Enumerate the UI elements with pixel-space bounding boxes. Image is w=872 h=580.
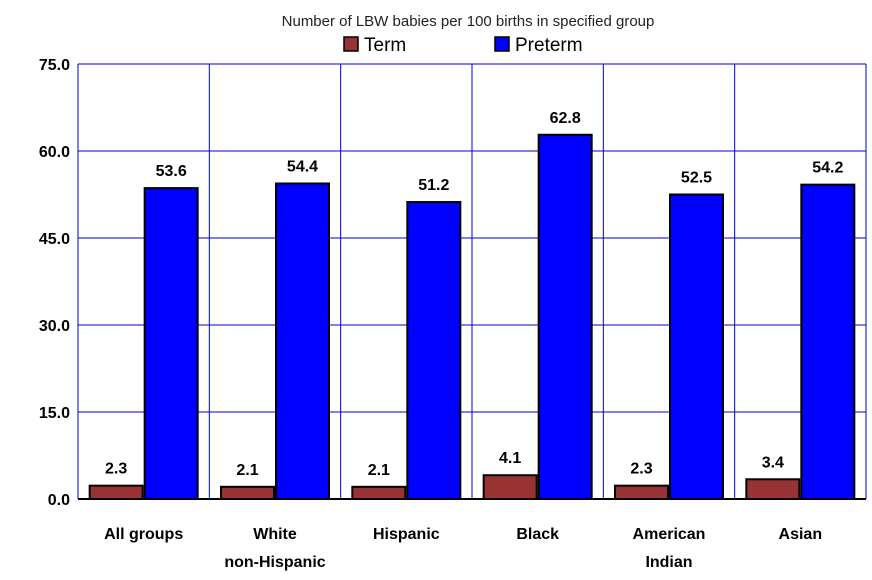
data-label-term-0: 2.3 <box>105 461 127 478</box>
data-label-term-4: 2.3 <box>630 461 652 478</box>
x-tick-label-line: American <box>633 526 706 543</box>
bar-preterm-1 <box>275 182 330 500</box>
legend: Term Preterm <box>343 35 583 56</box>
bar-preterm-2 <box>406 201 462 500</box>
bar-term-5 <box>745 478 801 500</box>
bar-term-2 <box>351 485 407 501</box>
gridlines <box>77 63 867 500</box>
x-tick-label-line: All groups <box>104 526 183 543</box>
x-tick-label-3: Black <box>516 526 559 543</box>
bar-preterm-3 <box>537 133 593 500</box>
x-tick-label-2: Hispanic <box>373 526 440 543</box>
legend-label-term: Term <box>364 35 406 56</box>
data-label-term-2: 2.1 <box>368 462 390 479</box>
x-tick-label-line: Black <box>516 526 559 543</box>
data-label-term-3: 4.1 <box>499 450 521 467</box>
x-tick-label-line: Indian <box>645 554 692 571</box>
y-tick-label-0: 0.0 <box>48 492 70 509</box>
y-tick-label-2: 30.0 <box>39 318 70 335</box>
data-label-preterm-5: 54.2 <box>812 160 843 177</box>
x-tick-label-line: Asian <box>779 526 823 543</box>
y-axis: 0.0 15.0 30.0 45.0 60.0 75.0 <box>39 57 70 509</box>
data-labels: 2.3 2.1 2.1 4.1 2.3 3.4 53.6 54.4 51.2 62.8 52.5 54… <box>105 110 843 479</box>
bars <box>88 133 856 501</box>
legend-label-preterm: Preterm <box>515 35 583 56</box>
bar-term-0 <box>88 484 144 501</box>
data-label-preterm-3: 62.8 <box>550 110 581 127</box>
x-tick-label-line: Hispanic <box>373 526 440 543</box>
bar-term-4 <box>614 484 669 501</box>
data-label-preterm-2: 51.2 <box>418 177 449 194</box>
y-tick-label-5: 75.0 <box>39 57 70 74</box>
x-tick-label-line: White <box>253 526 297 543</box>
y-tick-label-3: 45.0 <box>39 231 70 248</box>
legend-swatch-preterm <box>494 36 510 52</box>
bar-term-1 <box>220 485 275 501</box>
x-tick-label-line: non-Hispanic <box>224 554 325 571</box>
bar-preterm-5 <box>800 183 856 500</box>
legend-swatch-term <box>343 36 359 52</box>
bar-term-3 <box>482 474 538 501</box>
x-tick-label-5: Asian <box>779 526 823 543</box>
x-tick-label-4: American Indian <box>633 526 706 571</box>
y-tick-label-1: 15.0 <box>39 405 70 422</box>
x-tick-label-1: White non-Hispanic <box>224 526 325 571</box>
data-label-term-5: 3.4 <box>762 454 784 471</box>
data-label-preterm-4: 52.5 <box>681 170 712 187</box>
bar-preterm-0 <box>143 187 199 500</box>
y-tick-label-4: 60.0 <box>39 144 70 161</box>
data-label-preterm-1: 54.4 <box>287 158 318 175</box>
chart-title: Number of LBW babies per 100 births in s… <box>282 13 655 30</box>
x-axis: All groups White non-Hispanic Hispanic Black… <box>78 498 866 571</box>
data-label-term-1: 2.1 <box>236 462 258 479</box>
bar-preterm-4 <box>669 193 724 500</box>
data-label-preterm-0: 53.6 <box>156 163 187 180</box>
x-tick-label-0: All groups <box>104 526 183 543</box>
